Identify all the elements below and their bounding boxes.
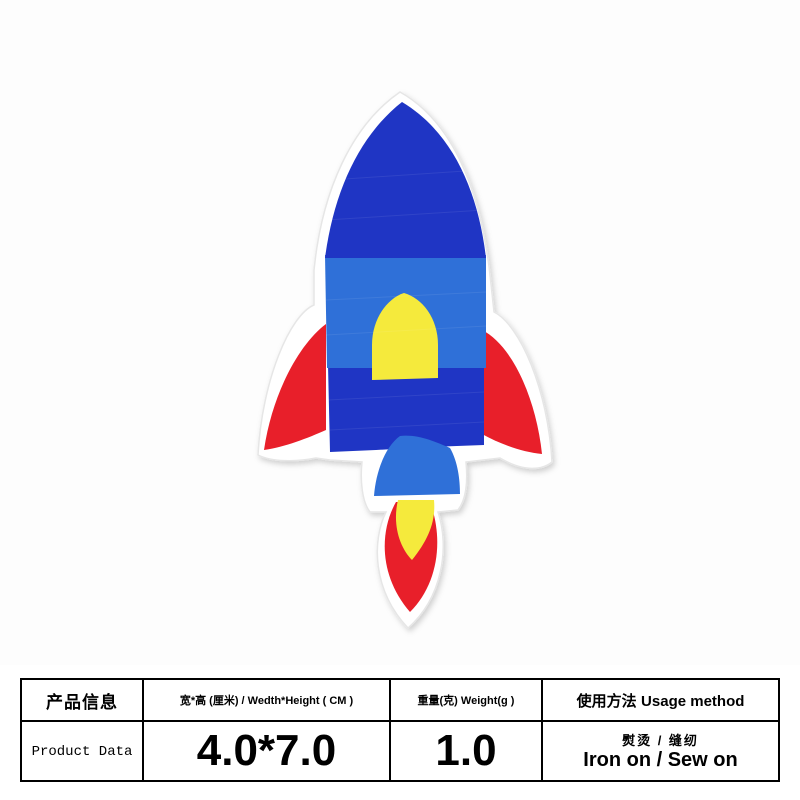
- stitch-texture: [325, 169, 487, 431]
- weight-value: 1.0: [435, 726, 497, 775]
- weight-value-cell: 1.0: [389, 720, 543, 782]
- product-title-zh: 产品信息: [46, 692, 118, 713]
- rocket-nozzle: [374, 435, 460, 496]
- product-photo: [257, 91, 553, 630]
- usage-header-cell: 使用方法 Usage method: [541, 678, 780, 722]
- title-zh-cell: 产品信息: [20, 678, 144, 722]
- weight-header: 重量(克) Weight(g ): [417, 695, 515, 707]
- title-en-cell: Product Data: [20, 720, 144, 782]
- right-fin: [482, 330, 542, 454]
- rocket-window: [372, 293, 438, 380]
- flame-inner: [395, 500, 435, 560]
- size-value: 4.0*7.0: [196, 726, 337, 775]
- usage-header-zh: 使用方法: [576, 692, 637, 710]
- left-fin: [264, 324, 326, 450]
- size-header: 宽*高 (厘米) / Wedth*Height ( CM ): [179, 695, 354, 707]
- rocket-patch-image: [257, 91, 553, 630]
- product-data-table: 产品信息 宽*高 (厘米) / Wedth*Height ( CM ) 重量(克…: [20, 678, 780, 782]
- usage-value-en: Iron on / Sew on: [583, 749, 738, 771]
- product-title-en: Product Data: [31, 744, 133, 760]
- usage-value-zh: 熨烫 / 缝纫: [622, 733, 699, 748]
- usage-value-cell: 熨烫 / 缝纫 Iron on / Sew on: [541, 720, 780, 782]
- rocket-nose: [325, 102, 486, 258]
- usage-header-en: Usage method: [641, 692, 745, 710]
- size-value-cell: 4.0*7.0: [142, 720, 391, 782]
- weight-header-cell: 重量(克) Weight(g ): [389, 678, 543, 722]
- size-header-cell: 宽*高 (厘米) / Wedth*Height ( CM ): [142, 678, 391, 722]
- rocket-body-lower: [328, 365, 484, 452]
